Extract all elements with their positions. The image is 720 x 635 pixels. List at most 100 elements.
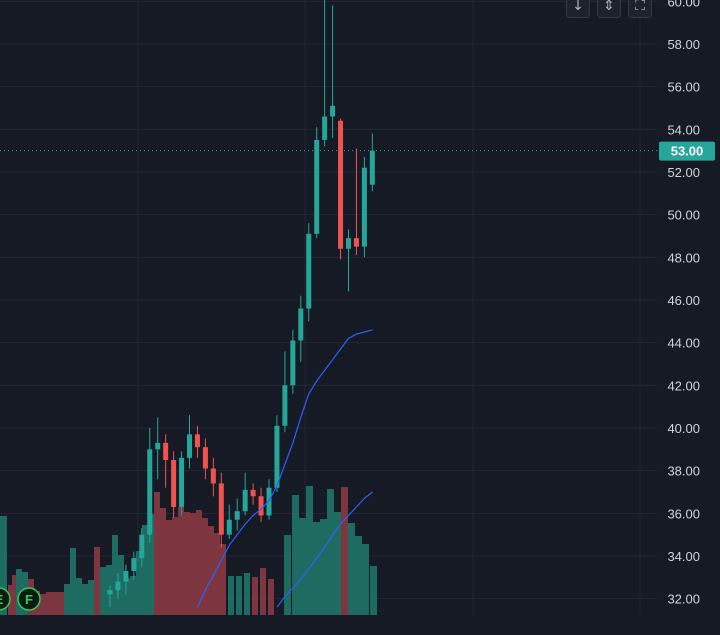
volume-bar: [327, 489, 334, 615]
candle: [107, 585, 113, 608]
volume-bar: [58, 592, 64, 615]
volume-bar: [260, 568, 266, 615]
candle-body: [163, 442, 169, 460]
price-tick-label: 36.00: [667, 506, 700, 521]
candle: [338, 118, 344, 260]
price-tick-label: 40.00: [667, 421, 700, 436]
candle: [218, 472, 224, 548]
event-marker-label: E: [0, 592, 4, 607]
candle-body: [226, 519, 232, 535]
price-tick-label: 46.00: [667, 293, 700, 308]
price-axis: 60.00 58.00 56.00 54.00 52.00 50.00 48.00 46.00…: [667, 0, 700, 607]
volume-bar: [112, 535, 118, 615]
volume-bar: [214, 533, 220, 615]
candle-body: [147, 449, 153, 535]
candle-body: [187, 434, 192, 458]
volume-bar: [16, 569, 22, 615]
candle: [210, 457, 216, 497]
price-tick-label: 56.00: [667, 80, 700, 95]
candle: [115, 573, 121, 599]
candle: [163, 434, 169, 488]
candle-body: [353, 238, 359, 247]
frame-icon: ⛶: [635, 0, 645, 14]
volume-bar: [76, 578, 82, 615]
volume-bar: [118, 555, 124, 615]
candle-body: [258, 496, 264, 516]
fullscreen-button[interactable]: ⛶: [628, 0, 652, 18]
candle: [258, 487, 264, 522]
volume-bar: [82, 584, 88, 615]
candle-series: [107, 0, 375, 608]
candle: [361, 157, 367, 258]
volume-bar: [236, 576, 242, 615]
volume-bar: [124, 578, 130, 615]
last-price-label: 53.00: [671, 144, 704, 159]
volume-bar: [292, 495, 299, 615]
candle-body: [338, 120, 344, 249]
volume-bar: [284, 535, 291, 615]
candle-body: [298, 308, 304, 341]
volume-bar: [100, 567, 106, 615]
volume-bar: [12, 575, 18, 615]
candle: [282, 351, 288, 433]
volume-bar: [208, 526, 214, 615]
volume-bar: [362, 544, 369, 615]
candle: [123, 564, 129, 595]
volume-bar: [244, 573, 250, 615]
volume-bar: [148, 514, 154, 615]
volume-bar: [178, 507, 184, 615]
scroll-down-button[interactable]: ↓: [566, 0, 590, 18]
candle: [353, 148, 359, 256]
arrow-down-icon: ↓: [572, 0, 584, 14]
volume-bar: [52, 592, 58, 615]
chevrons-icon: ⇕: [603, 0, 615, 14]
volume-bar: [106, 565, 112, 615]
candle-body: [123, 570, 129, 582]
volume-bar: [70, 548, 76, 615]
volume-bar: [202, 518, 208, 615]
volume-bar: [299, 518, 306, 615]
volume-bar: [220, 544, 226, 615]
candle-body: [282, 385, 288, 426]
price-tick-label: 60.00: [667, 0, 700, 9]
price-tick-label: 58.00: [667, 37, 700, 52]
candle: [330, 5, 336, 138]
candle-body: [306, 233, 312, 309]
volume-bar: [154, 492, 160, 615]
candle-body: [250, 489, 256, 497]
candle: [306, 223, 312, 322]
volume-bar: [130, 576, 136, 615]
candle-body: [155, 442, 161, 450]
volume-bar: [172, 517, 178, 615]
candle: [171, 451, 177, 518]
candle-body: [210, 468, 216, 484]
candle: [179, 451, 185, 516]
volume-bar: [355, 536, 362, 615]
candle-body: [322, 116, 328, 140]
candle: [274, 415, 280, 492]
price-tick-label: 44.00: [667, 336, 700, 351]
event-marker: F: [17, 587, 41, 611]
candle-body: [274, 425, 280, 488]
volume-bar: [136, 551, 142, 615]
volume-bar: [0, 516, 7, 615]
candle-body: [369, 150, 375, 185]
candle: [290, 329, 296, 394]
candle: [298, 295, 304, 362]
volume-bar: [370, 566, 377, 615]
candle: [346, 229, 351, 292]
volume-bar: [64, 584, 70, 615]
volume-bar: [341, 487, 348, 615]
volume-bar: [8, 585, 14, 615]
candle-body: [139, 534, 145, 559]
candle: [131, 551, 137, 580]
candle-body: [107, 590, 113, 595]
candle: [322, 0, 328, 147]
collapse-button[interactable]: ⇕: [597, 0, 621, 18]
candle-body: [234, 511, 240, 520]
candle: [202, 438, 208, 480]
volume-bar: [46, 592, 52, 615]
